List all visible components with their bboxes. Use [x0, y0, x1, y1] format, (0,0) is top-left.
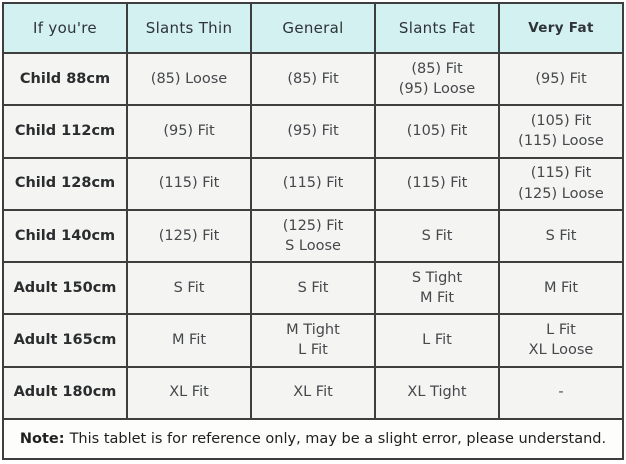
column-header-if-youre: If you're [2, 2, 128, 54]
row-label: Adult 165cm [2, 313, 128, 368]
size-cell: (105) Fit [374, 104, 500, 159]
size-cell: XL Fit [126, 365, 252, 420]
header-row: If you're Slants Thin General Slants Fat… [2, 2, 624, 54]
table-row: Adult 165cm M Fit M Tight L Fit L Fit L … [2, 313, 624, 368]
table-row: Adult 180cm XL Fit XL Fit XL Tight - [2, 365, 624, 420]
column-header-slants-thin: Slants Thin [126, 2, 252, 54]
note-text: This tablet is for reference only, may b… [69, 430, 607, 447]
size-cell: (125) Fit S Loose [250, 208, 376, 264]
size-cell: L Fit [374, 313, 500, 368]
size-cell: (125) Fit [126, 208, 252, 264]
column-header-slants-fat: Slants Fat [374, 2, 500, 54]
size-cell: M Fit [126, 313, 252, 368]
table-row: Child 88cm (85) Loose (85) Fit (85) Fit … [2, 51, 624, 107]
size-cell: - [498, 365, 624, 420]
size-cell: (115) Fit [126, 156, 252, 211]
row-label: Child 88cm [2, 51, 128, 107]
size-cell: M Fit [498, 260, 624, 316]
note-label: Note: [19, 430, 65, 447]
size-cell: (85) Fit (95) Loose [374, 51, 500, 107]
table-row: Adult 150cm S Fit S Fit S Tight M Fit M … [2, 260, 624, 316]
table-row: Child 112cm (95) Fit (95) Fit (105) Fit … [2, 104, 624, 159]
size-cell: M Tight L Fit [250, 313, 376, 368]
size-cell: L Fit XL Loose [498, 313, 624, 368]
size-cell: (85) Fit [250, 51, 376, 107]
size-cell: (115) Fit [250, 156, 376, 211]
size-cell: S Fit [126, 260, 252, 316]
row-label: Adult 180cm [2, 365, 128, 420]
size-cell: (85) Loose [126, 51, 252, 107]
row-label: Child 140cm [2, 208, 128, 264]
note-row: Note: This tablet is for reference only, … [2, 417, 624, 461]
note-cell: Note: This tablet is for reference only, … [2, 417, 624, 461]
size-cell: S Fit [374, 208, 500, 264]
table-row: Child 140cm (125) Fit (125) Fit S Loose … [2, 208, 624, 264]
size-cell: XL Tight [374, 365, 500, 420]
table-row: Child 128cm (115) Fit (115) Fit (115) Fi… [2, 156, 624, 211]
size-cell: XL Fit [250, 365, 376, 420]
row-label: Adult 150cm [2, 260, 128, 316]
column-header-very-fat: Very Fat [498, 2, 624, 54]
size-cell: S Fit [250, 260, 376, 316]
size-cell: (95) Fit [498, 51, 624, 107]
size-cell: (115) Fit (125) Loose [498, 156, 624, 211]
size-cell: S Tight M Fit [374, 260, 500, 316]
row-label: Child 112cm [2, 104, 128, 159]
size-cell: (95) Fit [126, 104, 252, 159]
size-cell: (105) Fit (115) Loose [498, 104, 624, 159]
size-cell: (95) Fit [250, 104, 376, 159]
row-label: Child 128cm [2, 156, 128, 211]
size-cell: (115) Fit [374, 156, 500, 211]
size-cell: S Fit [498, 208, 624, 264]
column-header-general: General [250, 2, 376, 54]
